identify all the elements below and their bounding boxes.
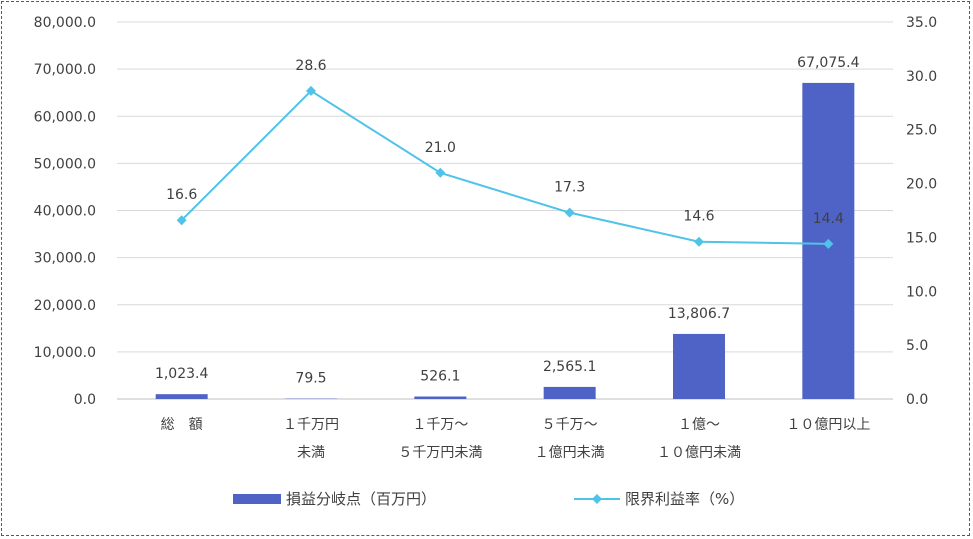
legend-label-bar: 損益分岐点（百万円） bbox=[286, 490, 436, 508]
bar-data-label: 67,075.4 bbox=[797, 55, 859, 71]
line-data-label: 14.6 bbox=[683, 209, 714, 225]
line-marker bbox=[435, 167, 446, 178]
bar bbox=[543, 386, 596, 399]
line-marker bbox=[823, 238, 834, 249]
y-left-tick-label: 70,000.0 bbox=[34, 62, 96, 78]
category-label: １億～ bbox=[678, 417, 720, 433]
bar-data-label: 13,806.7 bbox=[668, 306, 730, 322]
line-data-label: 17.3 bbox=[554, 180, 585, 196]
category-label: １０億円以上 bbox=[786, 417, 870, 433]
y-right-tick-label: 30.0 bbox=[906, 69, 937, 85]
line-marker bbox=[694, 236, 704, 247]
legend-swatch-marker bbox=[592, 494, 602, 504]
y-right-tick-label: 5.0 bbox=[906, 338, 928, 354]
legend-swatch-bar bbox=[233, 494, 281, 504]
y-right-tick-label: 20.0 bbox=[906, 177, 937, 193]
y-right-tick-label: 15.0 bbox=[906, 230, 937, 246]
y-left-tick-label: 0.0 bbox=[74, 392, 96, 408]
bar-data-label: 526.1 bbox=[420, 369, 460, 385]
line-data-label: 28.6 bbox=[295, 58, 326, 74]
line-marker bbox=[176, 215, 187, 226]
category-label: 総 額 bbox=[161, 417, 203, 433]
category-label: １千万～ bbox=[412, 417, 468, 433]
legend-label-line: 限界利益率（%） bbox=[625, 490, 744, 508]
line-data-label: 14.4 bbox=[813, 211, 844, 227]
category-label: ５千万～ bbox=[542, 417, 598, 433]
bar bbox=[414, 396, 467, 399]
line-marker bbox=[564, 207, 575, 218]
bar bbox=[155, 394, 208, 399]
category-label: １億円未満 bbox=[535, 445, 605, 461]
category-label: １０億円未満 bbox=[657, 445, 741, 461]
y-left-tick-label: 40,000.0 bbox=[34, 204, 96, 220]
y-left-tick-label: 10,000.0 bbox=[34, 345, 96, 361]
y-right-tick-label: 0.0 bbox=[906, 392, 928, 408]
line-data-label: 21.0 bbox=[425, 140, 456, 156]
category-label: １千万円 bbox=[283, 417, 339, 433]
line-series bbox=[180, 89, 829, 245]
y-right-tick-label: 35.0 bbox=[906, 15, 937, 31]
y-left-tick-label: 80,000.0 bbox=[34, 15, 96, 31]
y-left-tick-label: 20,000.0 bbox=[34, 298, 96, 314]
line-marker bbox=[306, 85, 316, 96]
bar bbox=[673, 333, 725, 399]
bar-data-label: 79.5 bbox=[295, 371, 326, 387]
y-left-tick-label: 30,000.0 bbox=[34, 251, 96, 267]
category-label: 未満 bbox=[297, 445, 325, 461]
y-right-tick-label: 10.0 bbox=[906, 284, 937, 300]
category-label: ５千万円未満 bbox=[398, 445, 482, 461]
bar-data-label: 2,565.1 bbox=[543, 359, 596, 375]
y-right-tick-label: 25.0 bbox=[906, 123, 937, 139]
y-left-tick-label: 50,000.0 bbox=[34, 156, 96, 172]
y-left-tick-label: 60,000.0 bbox=[34, 109, 96, 125]
bar-data-label: 1,023.4 bbox=[155, 366, 209, 382]
line-data-label: 16.6 bbox=[166, 187, 197, 203]
